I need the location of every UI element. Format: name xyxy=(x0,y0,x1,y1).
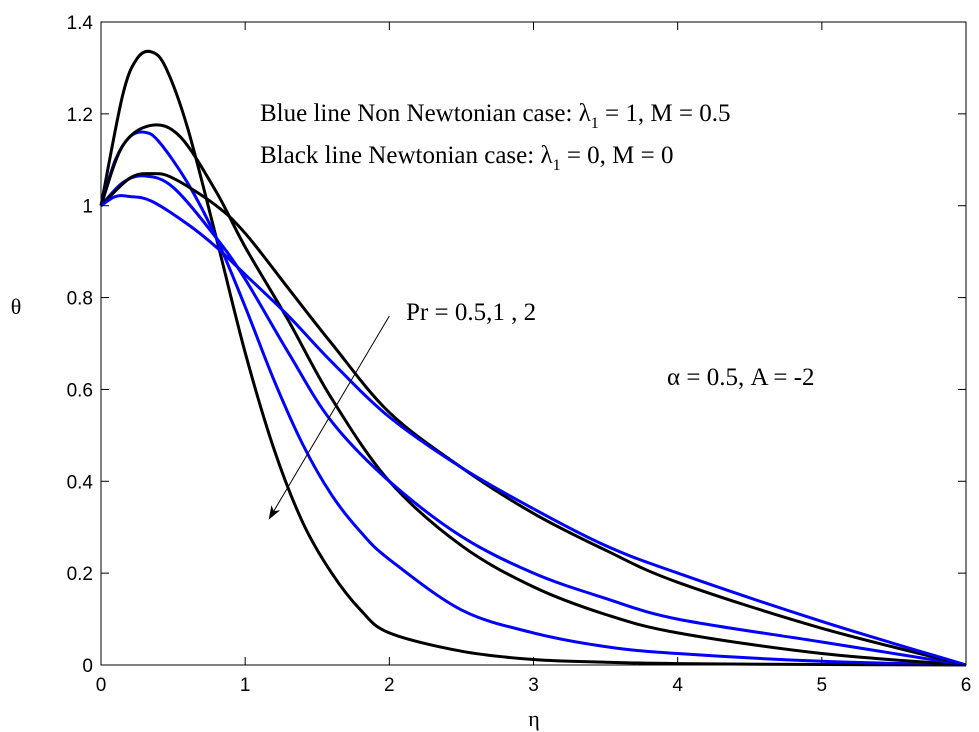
x-tick-label-4: 4 xyxy=(672,675,683,696)
annotation-blue-main: Blue line Non Newtonian case: λ xyxy=(260,100,591,127)
y-tick-label-1: 0.2 xyxy=(67,564,93,585)
series-line-3 xyxy=(99,123,967,667)
series-line-1 xyxy=(99,49,967,667)
y-tick-label-2: 0.4 xyxy=(67,472,94,493)
annotation-blue-line: Blue line Non Newtonian case: λ1 = 1, M … xyxy=(260,100,730,132)
series-line-5 xyxy=(99,172,967,667)
y-tick-label-5: 1 xyxy=(82,197,93,218)
tick-layer: 0 1 2 3 4 5 6 0 0.2 0.4 0.6 0.8 1 1.2 1.4 xyxy=(67,13,972,696)
y-tick-label-4: 0.8 xyxy=(67,289,93,310)
x-tick-label-0: 0 xyxy=(96,675,107,696)
x-tick-label-6: 6 xyxy=(961,675,972,696)
annotation-params: α = 0.5, A = -2 xyxy=(667,364,815,391)
annotation-black-sub: 1 xyxy=(553,157,561,174)
x-tick-label-5: 5 xyxy=(817,675,828,696)
series-line-6 xyxy=(100,194,967,667)
x-tick-label-2: 2 xyxy=(384,675,395,696)
y-tick-label-0: 0 xyxy=(82,656,93,677)
annotation-black-rest: = 0, M = 0 xyxy=(561,142,674,169)
x-axis-label: η xyxy=(528,706,540,731)
series-layer xyxy=(99,49,967,667)
y-tick-label-3: 0.6 xyxy=(67,380,93,401)
annotation-black-line: Black line Newtonian case: λ1 = 0, M = 0 xyxy=(260,142,674,174)
y-tick-label-6: 1.2 xyxy=(67,105,93,126)
annotation-blue-rest: = 1, M = 0.5 xyxy=(599,100,731,127)
series-line-2 xyxy=(99,130,967,667)
annotation-pr: Pr = 0.5,1 , 2 xyxy=(406,299,536,326)
x-tick-label-3: 3 xyxy=(528,675,539,696)
pr-arrow xyxy=(268,315,390,520)
series-line-4 xyxy=(99,174,967,667)
y-axis-label: θ xyxy=(11,294,22,319)
y-tick-label-7: 1.4 xyxy=(67,13,94,34)
annotation-black-main: Black line Newtonian case: λ xyxy=(260,142,553,169)
x-tick-label-1: 1 xyxy=(240,675,251,696)
annotation-blue-sub: 1 xyxy=(591,115,599,132)
